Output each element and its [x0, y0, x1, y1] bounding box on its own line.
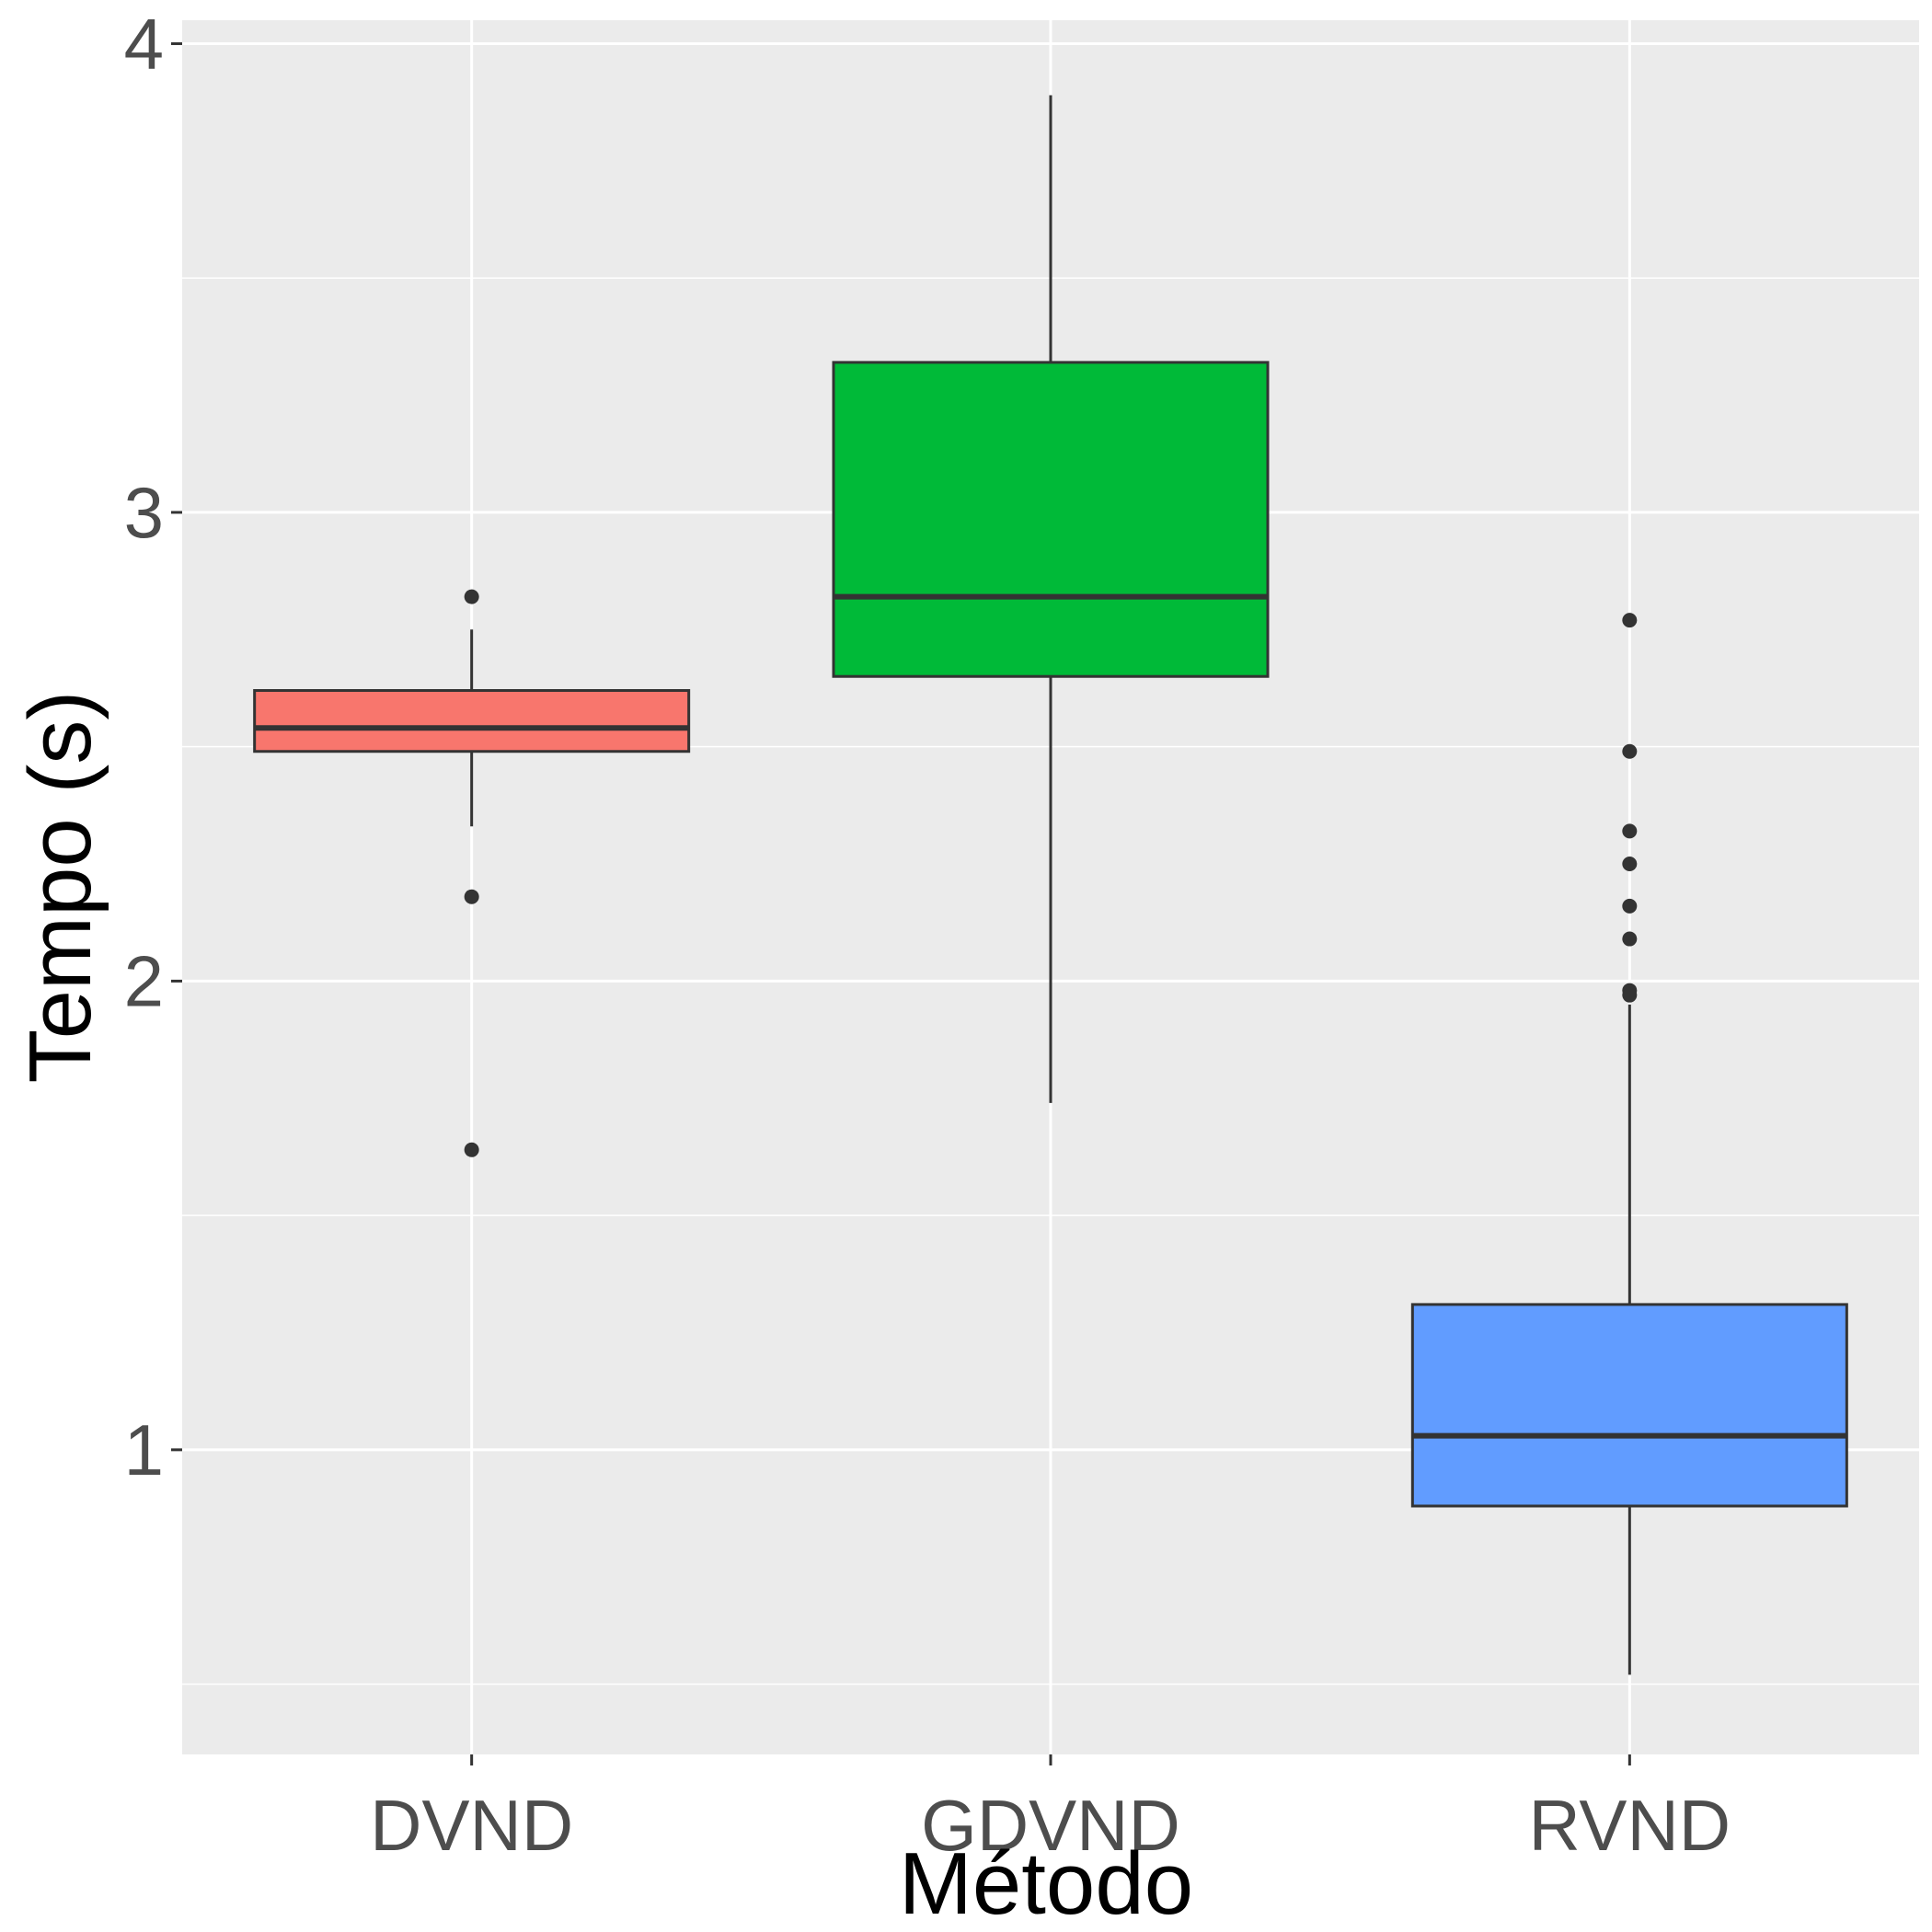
- outlier-point: [1622, 931, 1638, 947]
- box-dvnd: [253, 589, 691, 1157]
- outlier-point: [464, 889, 479, 904]
- x-axis-title: Método: [899, 1834, 1193, 1932]
- box-body: [253, 689, 691, 753]
- axes: 1 2 3 4 DVND GDVND RVND: [124, 3, 1731, 1866]
- outlier-point: [1622, 613, 1638, 628]
- outlier-point: [464, 589, 479, 604]
- box-body: [832, 361, 1270, 678]
- x-tick-label: RVND: [1529, 1785, 1731, 1866]
- box-rvnd: [1410, 613, 1848, 1675]
- x-tick-label: DVND: [370, 1785, 573, 1866]
- box-body: [1410, 1303, 1848, 1508]
- outlier-point: [1622, 743, 1638, 759]
- y-axis-title: Tempo (s): [11, 691, 109, 1084]
- y-tick-label: 4: [124, 3, 164, 84]
- x-tick-label: GDVND: [921, 1785, 1180, 1866]
- boxes-layer: [253, 95, 1848, 1675]
- outlier-point: [1622, 898, 1638, 914]
- outlier-point: [1622, 857, 1638, 872]
- y-tick-label: 2: [124, 940, 164, 1021]
- outlier-point: [1622, 987, 1638, 1003]
- box-gdvnd: [832, 95, 1270, 1103]
- y-tick-label: 3: [124, 472, 164, 553]
- y-tick-label: 1: [124, 1409, 164, 1490]
- outlier-point: [464, 1142, 479, 1157]
- outlier-point: [1622, 823, 1638, 839]
